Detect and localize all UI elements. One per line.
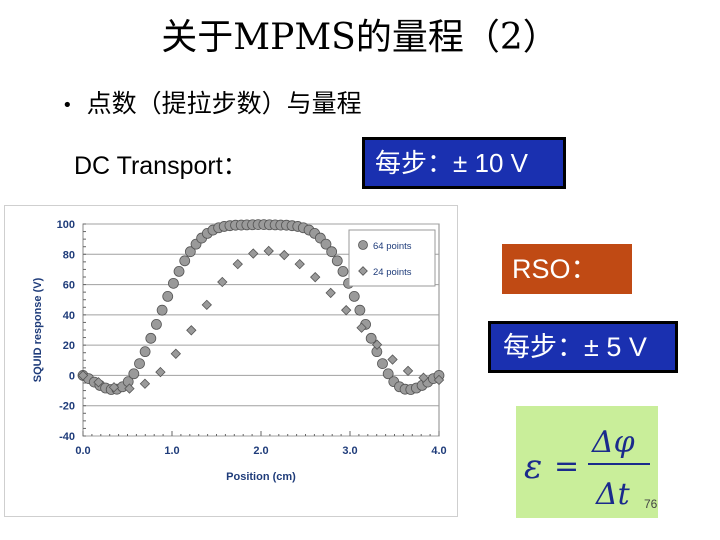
data-point-24 <box>77 370 89 381</box>
data-point-64 <box>128 368 140 380</box>
data-point-24 <box>341 304 352 316</box>
data-point-24 <box>279 249 290 261</box>
data-point-64 <box>151 318 162 330</box>
x-axis-label: Position (cm) <box>226 471 296 483</box>
bullet-dot-icon: • <box>62 94 73 116</box>
formula-epsilon: ε <box>524 447 542 487</box>
x-tick-label: 1.0 <box>164 445 179 457</box>
data-point-64 <box>348 290 360 302</box>
data-point-64 <box>162 290 174 302</box>
data-point-24 <box>371 339 383 350</box>
x-tick-label: 2.0 <box>253 445 268 457</box>
data-point-64 <box>173 265 185 277</box>
rso-range-box: 每步：± 5 V <box>488 321 678 373</box>
slide-title: 关于MPMS的量程（2） <box>161 17 559 58</box>
data-point-64 <box>320 238 332 250</box>
chart-panel: 100 80 60 40 20 0 -20 -40 0.0 1.0 2.0 3.0 4.0 Positio… <box>4 205 458 517</box>
data-point-64 <box>331 255 343 267</box>
y-tick-label: 20 <box>63 340 75 352</box>
formula-numerator: Δφ <box>591 425 635 460</box>
data-point-24 <box>139 378 151 389</box>
slide-number: 76 <box>644 497 658 511</box>
data-point-24 <box>325 287 336 299</box>
x-tick-label: 3.0 <box>342 445 357 457</box>
data-point-24 <box>310 271 321 283</box>
y-tick-label: 0 <box>69 370 75 382</box>
y-tick-label: -20 <box>59 401 75 413</box>
data-point-24 <box>263 245 274 257</box>
data-point-64 <box>139 346 151 358</box>
data-point-64 <box>365 332 377 344</box>
y-tick-label: 60 <box>63 280 75 292</box>
squid-response-chart: 100 80 60 40 20 0 -20 -400.0 1.0 2.0 3.0 4.0 Positio… <box>32 219 447 483</box>
legend-marker <box>358 266 368 276</box>
data-point-24 <box>402 365 414 377</box>
dc-transport-label: DC Transport： <box>74 152 248 180</box>
y-tick-label: -40 <box>59 431 75 443</box>
data-point-24 <box>418 372 429 383</box>
data-point-24 <box>232 258 243 270</box>
data-point-64 <box>377 358 388 370</box>
data-point-64 <box>184 246 196 258</box>
y-tick-label: 100 <box>57 219 75 231</box>
rso-label-box: RSO： <box>502 244 632 294</box>
data-point-24 <box>217 276 228 288</box>
legend-box <box>348 229 436 287</box>
data-point-24 <box>248 248 259 259</box>
data-point-64 <box>354 304 366 316</box>
data-point-24 <box>155 366 166 378</box>
data-point-64 <box>337 265 349 277</box>
data-point-64 <box>179 255 191 267</box>
data-point-24 <box>201 299 212 311</box>
formula-denominator: Δt <box>595 477 631 512</box>
y-tick-label: 40 <box>63 310 75 322</box>
y-tick-label: 80 <box>63 249 75 261</box>
bullet-item: • 点数（提拉步数）与量程 <box>62 84 362 120</box>
y-axis-label: SQUID response (V) <box>32 277 44 382</box>
data-point-64 <box>168 277 179 289</box>
data-point-64 <box>145 332 157 344</box>
data-point-24 <box>124 383 135 394</box>
data-point-24 <box>108 382 120 393</box>
bullet-text: 点数（提拉步数）与量程 <box>86 89 362 118</box>
data-point-24 <box>356 322 367 333</box>
data-point-24 <box>294 258 305 270</box>
data-point-24 <box>170 348 181 359</box>
formula-equals: = <box>554 449 579 484</box>
x-tick-label: 4.0 <box>431 445 446 457</box>
dc-range-box: 每步：± 10 V <box>362 137 566 189</box>
data-point-24 <box>433 374 445 386</box>
data-point-64 <box>156 304 168 316</box>
data-point-24 <box>186 325 197 336</box>
legend-label: 64 points <box>373 241 412 252</box>
data-point-24 <box>387 354 398 365</box>
data-point-64 <box>326 246 338 258</box>
x-tick-label: 0.0 <box>75 445 90 457</box>
legend-label: 24 points <box>373 267 412 278</box>
data-point-24 <box>93 377 104 388</box>
data-point-64 <box>134 358 145 370</box>
legend-marker <box>358 240 368 250</box>
flux-formula: ε = Δφ Δt <box>516 406 658 518</box>
data-point-64 <box>382 368 394 380</box>
